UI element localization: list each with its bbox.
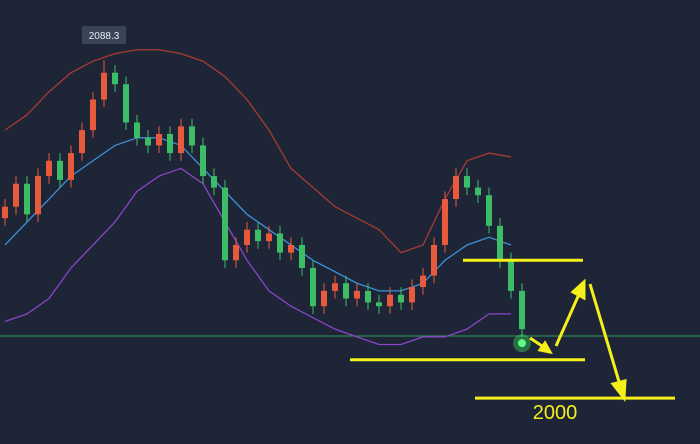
candle-body [244,229,250,245]
candle-body [211,176,217,188]
candle-body [35,176,41,215]
level-label: 2000 [533,402,578,424]
candle-body [123,84,129,123]
candle-body [189,126,195,146]
candle-body [200,145,206,177]
candle-body [101,72,107,100]
candle-body [442,199,448,245]
candle-body [288,244,294,253]
candle-body [222,187,228,261]
candle-body [2,206,8,219]
candle-body [354,290,360,299]
candle-body [266,233,272,242]
candle-body [57,160,63,180]
indicator-line [4,167,511,346]
candle-body [409,287,415,303]
candle-body [475,187,481,196]
candle-body [497,225,503,261]
annotation-arrows [529,278,627,403]
candle-body [453,176,459,200]
candle-body [156,133,162,146]
candle-body [299,244,305,268]
candle-body [343,283,349,299]
arrow-head [570,278,586,301]
candle-body [310,267,316,307]
candle-body [398,294,404,303]
candle-body [376,302,382,307]
candle-body [167,133,173,154]
candle-body [365,290,371,303]
candle-body [90,99,96,131]
high-tooltip: 2088.3 [89,31,120,42]
candle-body [233,244,239,261]
candle-body [79,130,85,154]
last-price-dot [518,339,526,348]
candle-body [519,290,525,330]
arrow [588,283,622,386]
candle-body [431,244,437,276]
high-tooltip-box [82,26,126,45]
candle-body [332,283,338,291]
candle-body [486,195,492,226]
candle-body [134,122,140,138]
candle-body [321,290,327,307]
candle-body [145,137,151,146]
indicator-line [4,49,512,254]
candle-body [68,153,74,180]
arrow-head [537,340,553,355]
candle-body [112,72,118,85]
candle-body [420,275,426,288]
candle-body [13,183,19,207]
candle-body [255,229,261,242]
candle-body [508,260,514,291]
candle-body [24,183,30,215]
candle-body [464,176,470,188]
candle-body [178,126,184,154]
candle-body [46,160,52,177]
arrow-head [610,379,627,403]
candle-body [387,294,393,307]
candle-body [277,233,283,253]
arrow [554,291,582,347]
